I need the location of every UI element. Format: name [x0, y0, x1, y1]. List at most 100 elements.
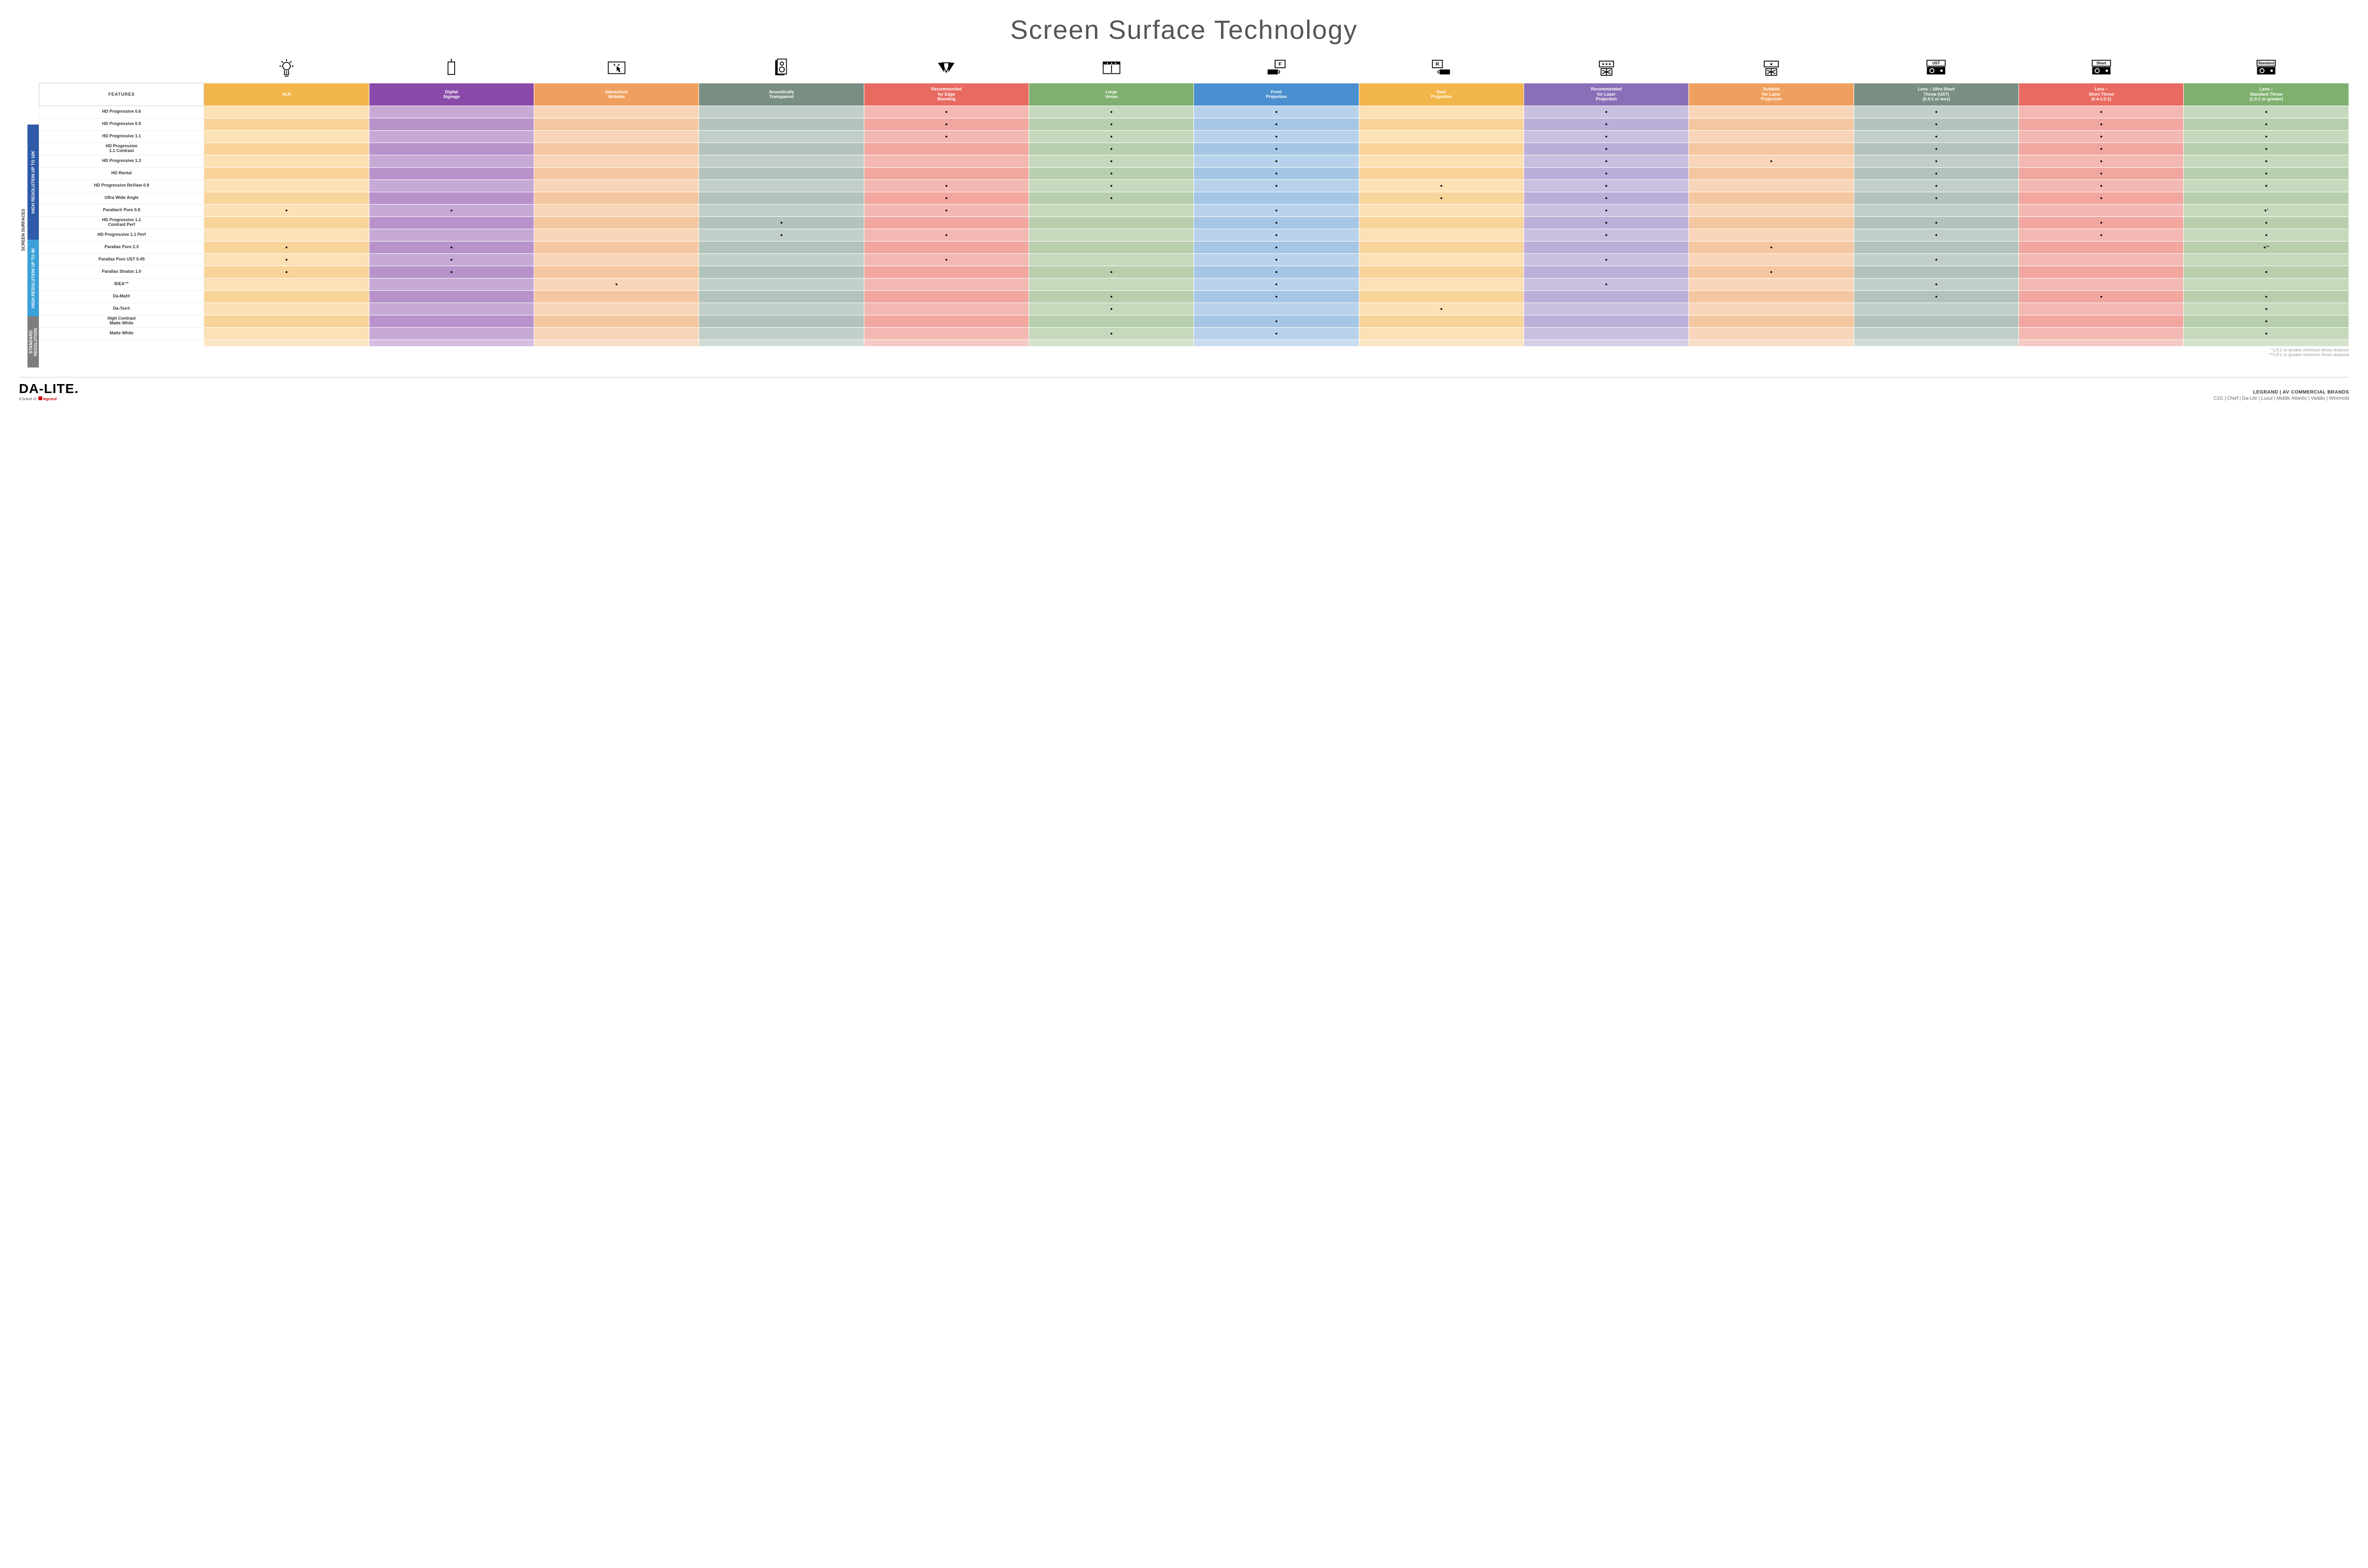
- cell: [699, 118, 864, 130]
- cell: [699, 106, 864, 118]
- row-label: HD Progressive1.1 Contrast: [39, 143, 204, 155]
- cell: ●: [1524, 118, 1689, 130]
- cell: ●: [1029, 303, 1194, 315]
- cell: [534, 118, 699, 130]
- cell: ●: [1029, 290, 1194, 303]
- cell: [1359, 266, 1524, 278]
- suitLaser-icon: ★: [1689, 54, 1854, 83]
- cell: ●: [864, 204, 1029, 216]
- cell: [204, 327, 369, 340]
- cell: [1359, 155, 1524, 167]
- cell: ●: [1854, 118, 2018, 130]
- cell: [2184, 253, 2349, 266]
- cell: ●: [2019, 118, 2184, 130]
- cell: [1689, 303, 1854, 315]
- cell: ●: [204, 266, 369, 278]
- cell: ●: [1359, 179, 1524, 192]
- cell: [369, 155, 534, 167]
- cell: [1029, 216, 1194, 229]
- cell: [699, 303, 864, 315]
- cell: ●: [1029, 192, 1194, 204]
- cell: ●: [1854, 278, 2018, 290]
- brand-logo: DA-LITE.: [19, 381, 79, 396]
- cell: [369, 303, 534, 315]
- cell: ●: [1524, 229, 1689, 241]
- cell: ●: [2184, 290, 2349, 303]
- cell: ●: [1194, 143, 1359, 155]
- cell: [699, 253, 864, 266]
- cell: [204, 303, 369, 315]
- cell: [699, 315, 864, 327]
- signage-icon: [369, 54, 534, 83]
- cell: [1689, 290, 1854, 303]
- cell: [1689, 327, 1854, 340]
- cell: [864, 266, 1029, 278]
- cell: ●: [864, 130, 1029, 143]
- row-label: Parallax Pure 2.3: [39, 241, 204, 253]
- cell: [1689, 315, 1854, 327]
- cell: [864, 241, 1029, 253]
- cell: [864, 290, 1029, 303]
- cell: [1359, 253, 1524, 266]
- cell: [1029, 229, 1194, 241]
- cell: [1359, 229, 1524, 241]
- cell: [1524, 315, 1689, 327]
- row-label: IDEA™: [39, 278, 204, 290]
- cell: [1359, 130, 1524, 143]
- cell: [699, 130, 864, 143]
- recLaser-icon: ★★★: [1524, 54, 1689, 83]
- cell: [699, 266, 864, 278]
- cell: [864, 167, 1029, 179]
- cell: ●: [204, 204, 369, 216]
- col-header-edge: Recommendedfor EdgeBlending: [864, 83, 1029, 106]
- cell: ●: [864, 192, 1029, 204]
- cell: ●: [1854, 106, 2018, 118]
- cell: [369, 229, 534, 241]
- cell: ●: [1194, 253, 1359, 266]
- cell: [1854, 204, 2018, 216]
- footer: DA-LITE. A brand of legrand LEGRAND | AV…: [19, 377, 2349, 401]
- cell: [1689, 216, 1854, 229]
- cell: [204, 290, 369, 303]
- cell: [1029, 204, 1194, 216]
- row-label: HD Progressive ReView 0.9: [39, 179, 204, 192]
- svg-text:F: F: [1279, 61, 1282, 67]
- row-label: HD Progressive 1.3: [39, 155, 204, 167]
- cell: [534, 155, 699, 167]
- cell: [2019, 327, 2184, 340]
- cell: [864, 303, 1029, 315]
- cell: ●: [1194, 241, 1359, 253]
- cell: ●: [369, 241, 534, 253]
- cell: [2019, 253, 2184, 266]
- cell: [1689, 179, 1854, 192]
- cell: [204, 118, 369, 130]
- std-icon: Standard: [2184, 54, 2349, 83]
- cell: [204, 106, 369, 118]
- row-label: HD Rental: [39, 167, 204, 179]
- svg-text:R: R: [1436, 61, 1440, 67]
- cell: [1689, 130, 1854, 143]
- cell: ●: [1854, 253, 2018, 266]
- col-header-front: FrontProjection: [1194, 83, 1359, 106]
- cell: [534, 327, 699, 340]
- short-icon: Short: [2019, 54, 2184, 83]
- cell: ●: [2184, 216, 2349, 229]
- cell: [1359, 327, 1524, 340]
- cell: ●: [1029, 327, 1194, 340]
- cell: ●: [1194, 118, 1359, 130]
- cell: ●: [534, 278, 699, 290]
- cell: ●: [1854, 216, 2018, 229]
- col-header-rear: RearProjection: [1359, 83, 1524, 106]
- cell: ●: [1029, 155, 1194, 167]
- cell: [204, 192, 369, 204]
- cell: ●: [204, 241, 369, 253]
- cell: [1689, 204, 1854, 216]
- cell: [1854, 266, 2018, 278]
- col-header-std: Lens –Standard Throw(1.0:1 or greater): [2184, 83, 2349, 106]
- cell: [2019, 303, 2184, 315]
- cell: [1194, 303, 1359, 315]
- cell: [204, 278, 369, 290]
- row-label: HD Progressive 0.6: [39, 106, 204, 118]
- cell: ●: [2019, 179, 2184, 192]
- acoustic-icon: [699, 54, 864, 83]
